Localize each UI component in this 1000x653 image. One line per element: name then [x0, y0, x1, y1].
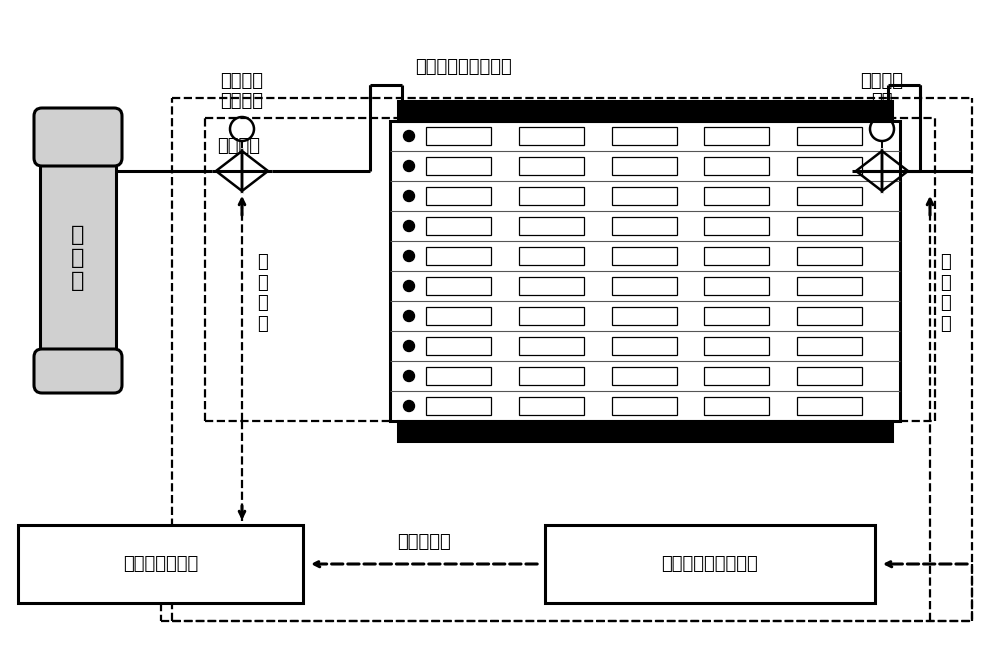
Bar	[612, 307, 677, 325]
Bar	[797, 187, 862, 205]
Bar	[545, 525, 875, 603]
Bar	[519, 307, 584, 325]
Bar	[612, 247, 677, 265]
Bar	[704, 217, 769, 235]
Bar	[612, 277, 677, 295]
Bar	[426, 127, 491, 146]
Bar	[519, 397, 584, 415]
Bar	[390, 121, 900, 421]
Bar	[612, 187, 677, 205]
Text: 阳极排气
阀门: 阳极排气 阀门	[860, 72, 904, 110]
Bar	[426, 367, 491, 385]
Bar	[426, 217, 491, 235]
Bar	[426, 277, 491, 295]
Circle shape	[404, 310, 415, 321]
FancyBboxPatch shape	[34, 349, 122, 393]
Bar	[612, 397, 677, 415]
Bar	[519, 157, 584, 175]
Bar	[519, 187, 584, 205]
Bar	[797, 337, 862, 355]
Bar	[797, 217, 862, 235]
Circle shape	[404, 221, 415, 232]
Bar	[40, 146, 116, 158]
Bar	[519, 367, 584, 385]
Circle shape	[404, 370, 415, 381]
Bar	[519, 277, 584, 295]
Bar	[797, 367, 862, 385]
Bar	[704, 307, 769, 325]
Circle shape	[404, 400, 415, 411]
Text: 电堆电压: 电堆电压	[217, 137, 260, 155]
Text: 空冷型燃料电池电堆: 空冷型燃料电池电堆	[415, 58, 512, 76]
Bar	[797, 307, 862, 325]
Bar	[426, 397, 491, 415]
Bar	[704, 187, 769, 205]
Text: 电化学阻抗谱测量仪: 电化学阻抗谱测量仪	[662, 555, 758, 573]
Bar	[519, 127, 584, 146]
Bar	[704, 127, 769, 146]
Bar	[704, 397, 769, 415]
Bar	[704, 337, 769, 355]
Text: 开
关
控
制: 开 关 控 制	[257, 253, 268, 333]
Bar	[426, 187, 491, 205]
Bar	[40, 153, 116, 363]
Bar	[519, 337, 584, 355]
Text: 开
关
控
制: 开 关 控 制	[940, 253, 951, 333]
Bar	[797, 247, 862, 265]
Bar	[704, 277, 769, 295]
Bar	[612, 367, 677, 385]
Circle shape	[404, 191, 415, 202]
Bar	[612, 337, 677, 355]
Bar	[426, 337, 491, 355]
Bar	[704, 157, 769, 175]
Bar	[704, 367, 769, 385]
Bar	[519, 247, 584, 265]
Bar	[398, 421, 892, 441]
Text: 电化学阻抗: 电化学阻抗	[397, 533, 451, 551]
Bar	[797, 397, 862, 415]
Text: 燃料电池控制器: 燃料电池控制器	[123, 555, 198, 573]
Circle shape	[404, 340, 415, 351]
Bar	[426, 247, 491, 265]
Bar	[612, 157, 677, 175]
Bar	[40, 351, 116, 363]
Bar	[398, 101, 892, 121]
Bar	[426, 157, 491, 175]
Bar	[612, 127, 677, 146]
Circle shape	[404, 161, 415, 172]
Text: 阳极氢气
进气阀门: 阳极氢气 进气阀门	[220, 72, 264, 110]
Bar	[519, 217, 584, 235]
Bar	[797, 277, 862, 295]
Bar	[426, 307, 491, 325]
Bar	[18, 525, 303, 603]
Bar	[797, 127, 862, 146]
Bar	[704, 247, 769, 265]
Text: 氢
气
瓶: 氢 气 瓶	[71, 225, 85, 291]
FancyBboxPatch shape	[34, 108, 122, 166]
Bar	[797, 157, 862, 175]
Bar	[612, 217, 677, 235]
Circle shape	[404, 281, 415, 291]
Circle shape	[404, 251, 415, 261]
Circle shape	[404, 131, 415, 142]
